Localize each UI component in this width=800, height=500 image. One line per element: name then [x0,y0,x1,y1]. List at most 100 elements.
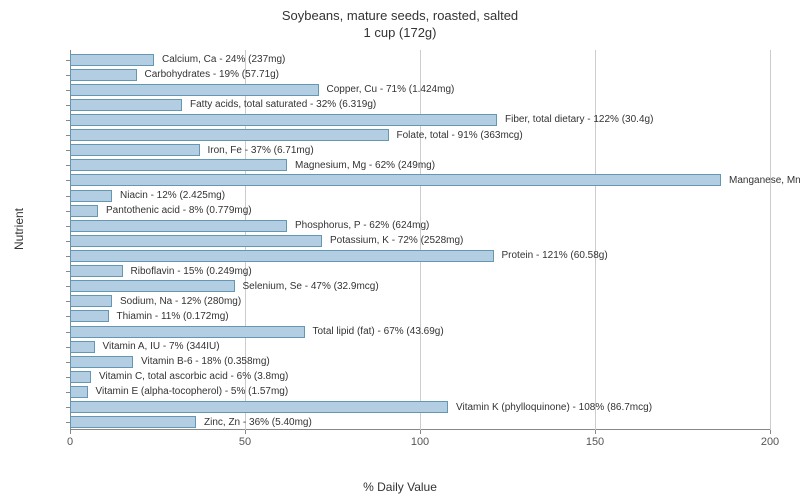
bar-label: Fatty acids, total saturated - 32% (6.31… [186,99,376,110]
bar [70,250,494,262]
bar-row: Magnesium, Mg - 62% (249mg) [70,158,770,173]
y-tick [66,362,70,363]
bar [70,371,91,383]
bar-row: Vitamin A, IU - 7% (344IU) [70,339,770,354]
bar [70,69,137,81]
bar-row: Selenium, Se - 47% (32.9mcg) [70,279,770,294]
bar [70,356,133,368]
bar-row: Riboflavin - 15% (0.249mg) [70,264,770,279]
bar [70,220,287,232]
x-tick [770,430,771,434]
bar [70,159,287,171]
bar-label: Niacin - 12% (2.425mg) [116,190,225,201]
title-line-1: Soybeans, mature seeds, roasted, salted [282,8,518,23]
bar-label: Calcium, Ca - 24% (237mg) [158,54,285,65]
bar-label: Protein - 121% (60.58g) [498,250,608,261]
bar [70,205,98,217]
x-tick [420,430,421,434]
bar [70,99,182,111]
y-tick [66,60,70,61]
y-tick [66,196,70,197]
bar-row: Protein - 121% (60.58g) [70,248,770,263]
plot-area: 050100150200 Calcium, Ca - 24% (237mg)Ca… [70,50,770,450]
x-tick-label: 200 [761,436,779,448]
bar [70,326,305,338]
bar [70,190,112,202]
bar-row: Calcium, Ca - 24% (237mg) [70,52,770,67]
bar-row: Vitamin K (phylloquinone) - 108% (86.7mc… [70,400,770,415]
bar-row: Potassium, K - 72% (2528mg) [70,233,770,248]
y-tick [66,392,70,393]
bar-row: Total lipid (fat) - 67% (43.69g) [70,324,770,339]
bar [70,386,88,398]
y-tick [66,377,70,378]
bar [70,280,235,292]
y-tick [66,180,70,181]
x-tick [70,430,71,434]
bar-label: Riboflavin - 15% (0.249mg) [127,266,252,277]
y-tick [66,135,70,136]
bar-row: Folate, total - 91% (363mcg) [70,128,770,143]
grid-line [770,50,771,430]
y-tick [66,226,70,227]
title-line-2: 1 cup (172g) [364,25,437,40]
bars-container: Calcium, Ca - 24% (237mg) Carbohydrates -… [70,52,770,430]
bar [70,341,95,353]
y-tick [66,211,70,212]
bar-row: Vitamin C, total ascorbic acid - 6% (3.8… [70,369,770,384]
chart-title: Soybeans, mature seeds, roasted, salted … [0,0,800,42]
bar-label: Folate, total - 91% (363mcg) [393,130,523,141]
bar-label: Pantothenic acid - 8% (0.779mg) [102,205,252,216]
bar-row: Manganese, Mn - 186% (3.712mg) [70,173,770,188]
bar-label: Selenium, Se - 47% (32.9mcg) [239,281,379,292]
bar [70,54,154,66]
bar-row: Vitamin E (alpha-tocopherol) - 5% (1.57m… [70,384,770,399]
bar-row: Phosphorus, P - 62% (624mg) [70,218,770,233]
y-tick [66,150,70,151]
bar [70,310,109,322]
y-tick [66,347,70,348]
x-axis-label: % Daily Value [363,480,437,494]
bar-row: Carbohydrates - 19% (57.71g) [70,67,770,82]
bar-label: Fiber, total dietary - 122% (30.4g) [501,114,653,125]
bar-label: Vitamin E (alpha-tocopherol) - 5% (1.57m… [92,386,289,397]
bar-row: Sodium, Na - 12% (280mg) [70,294,770,309]
x-tick-label: 0 [67,436,73,448]
bar-row: Copper, Cu - 71% (1.424mg) [70,82,770,97]
bar-label: Thiamin - 11% (0.172mg) [113,311,229,322]
bar [70,114,497,126]
bar-row: Zinc, Zn - 36% (5.40mg) [70,415,770,430]
bar-label: Vitamin C, total ascorbic acid - 6% (3.8… [95,371,288,382]
y-tick [66,332,70,333]
y-tick [66,286,70,287]
x-tick-label: 50 [239,436,251,448]
x-tick-label: 150 [586,436,604,448]
bar-label: Total lipid (fat) - 67% (43.69g) [309,326,444,337]
bar-row: Fiber, total dietary - 122% (30.4g) [70,112,770,127]
bar-row: Iron, Fe - 37% (6.71mg) [70,143,770,158]
bar [70,295,112,307]
x-tick [245,430,246,434]
bar-label: Vitamin K (phylloquinone) - 108% (86.7mc… [452,402,652,413]
y-tick [66,241,70,242]
y-tick [66,75,70,76]
x-tick [595,430,596,434]
y-tick [66,120,70,121]
bar-row: Thiamin - 11% (0.172mg) [70,309,770,324]
bar-label: Copper, Cu - 71% (1.424mg) [323,84,455,95]
bar-row: Fatty acids, total saturated - 32% (6.31… [70,97,770,112]
bar [70,265,123,277]
y-tick [66,105,70,106]
y-tick [66,90,70,91]
bar-label: Magnesium, Mg - 62% (249mg) [291,160,435,171]
bar-label: Iron, Fe - 37% (6.71mg) [204,145,314,156]
bar-label: Zinc, Zn - 36% (5.40mg) [200,417,312,428]
bar-label: Potassium, K - 72% (2528mg) [326,235,463,246]
bar [70,416,196,428]
y-tick [66,316,70,317]
bar [70,144,200,156]
bar-label: Phosphorus, P - 62% (624mg) [291,220,429,231]
y-tick [66,301,70,302]
bar [70,129,389,141]
bar-label: Carbohydrates - 19% (57.71g) [141,69,280,80]
